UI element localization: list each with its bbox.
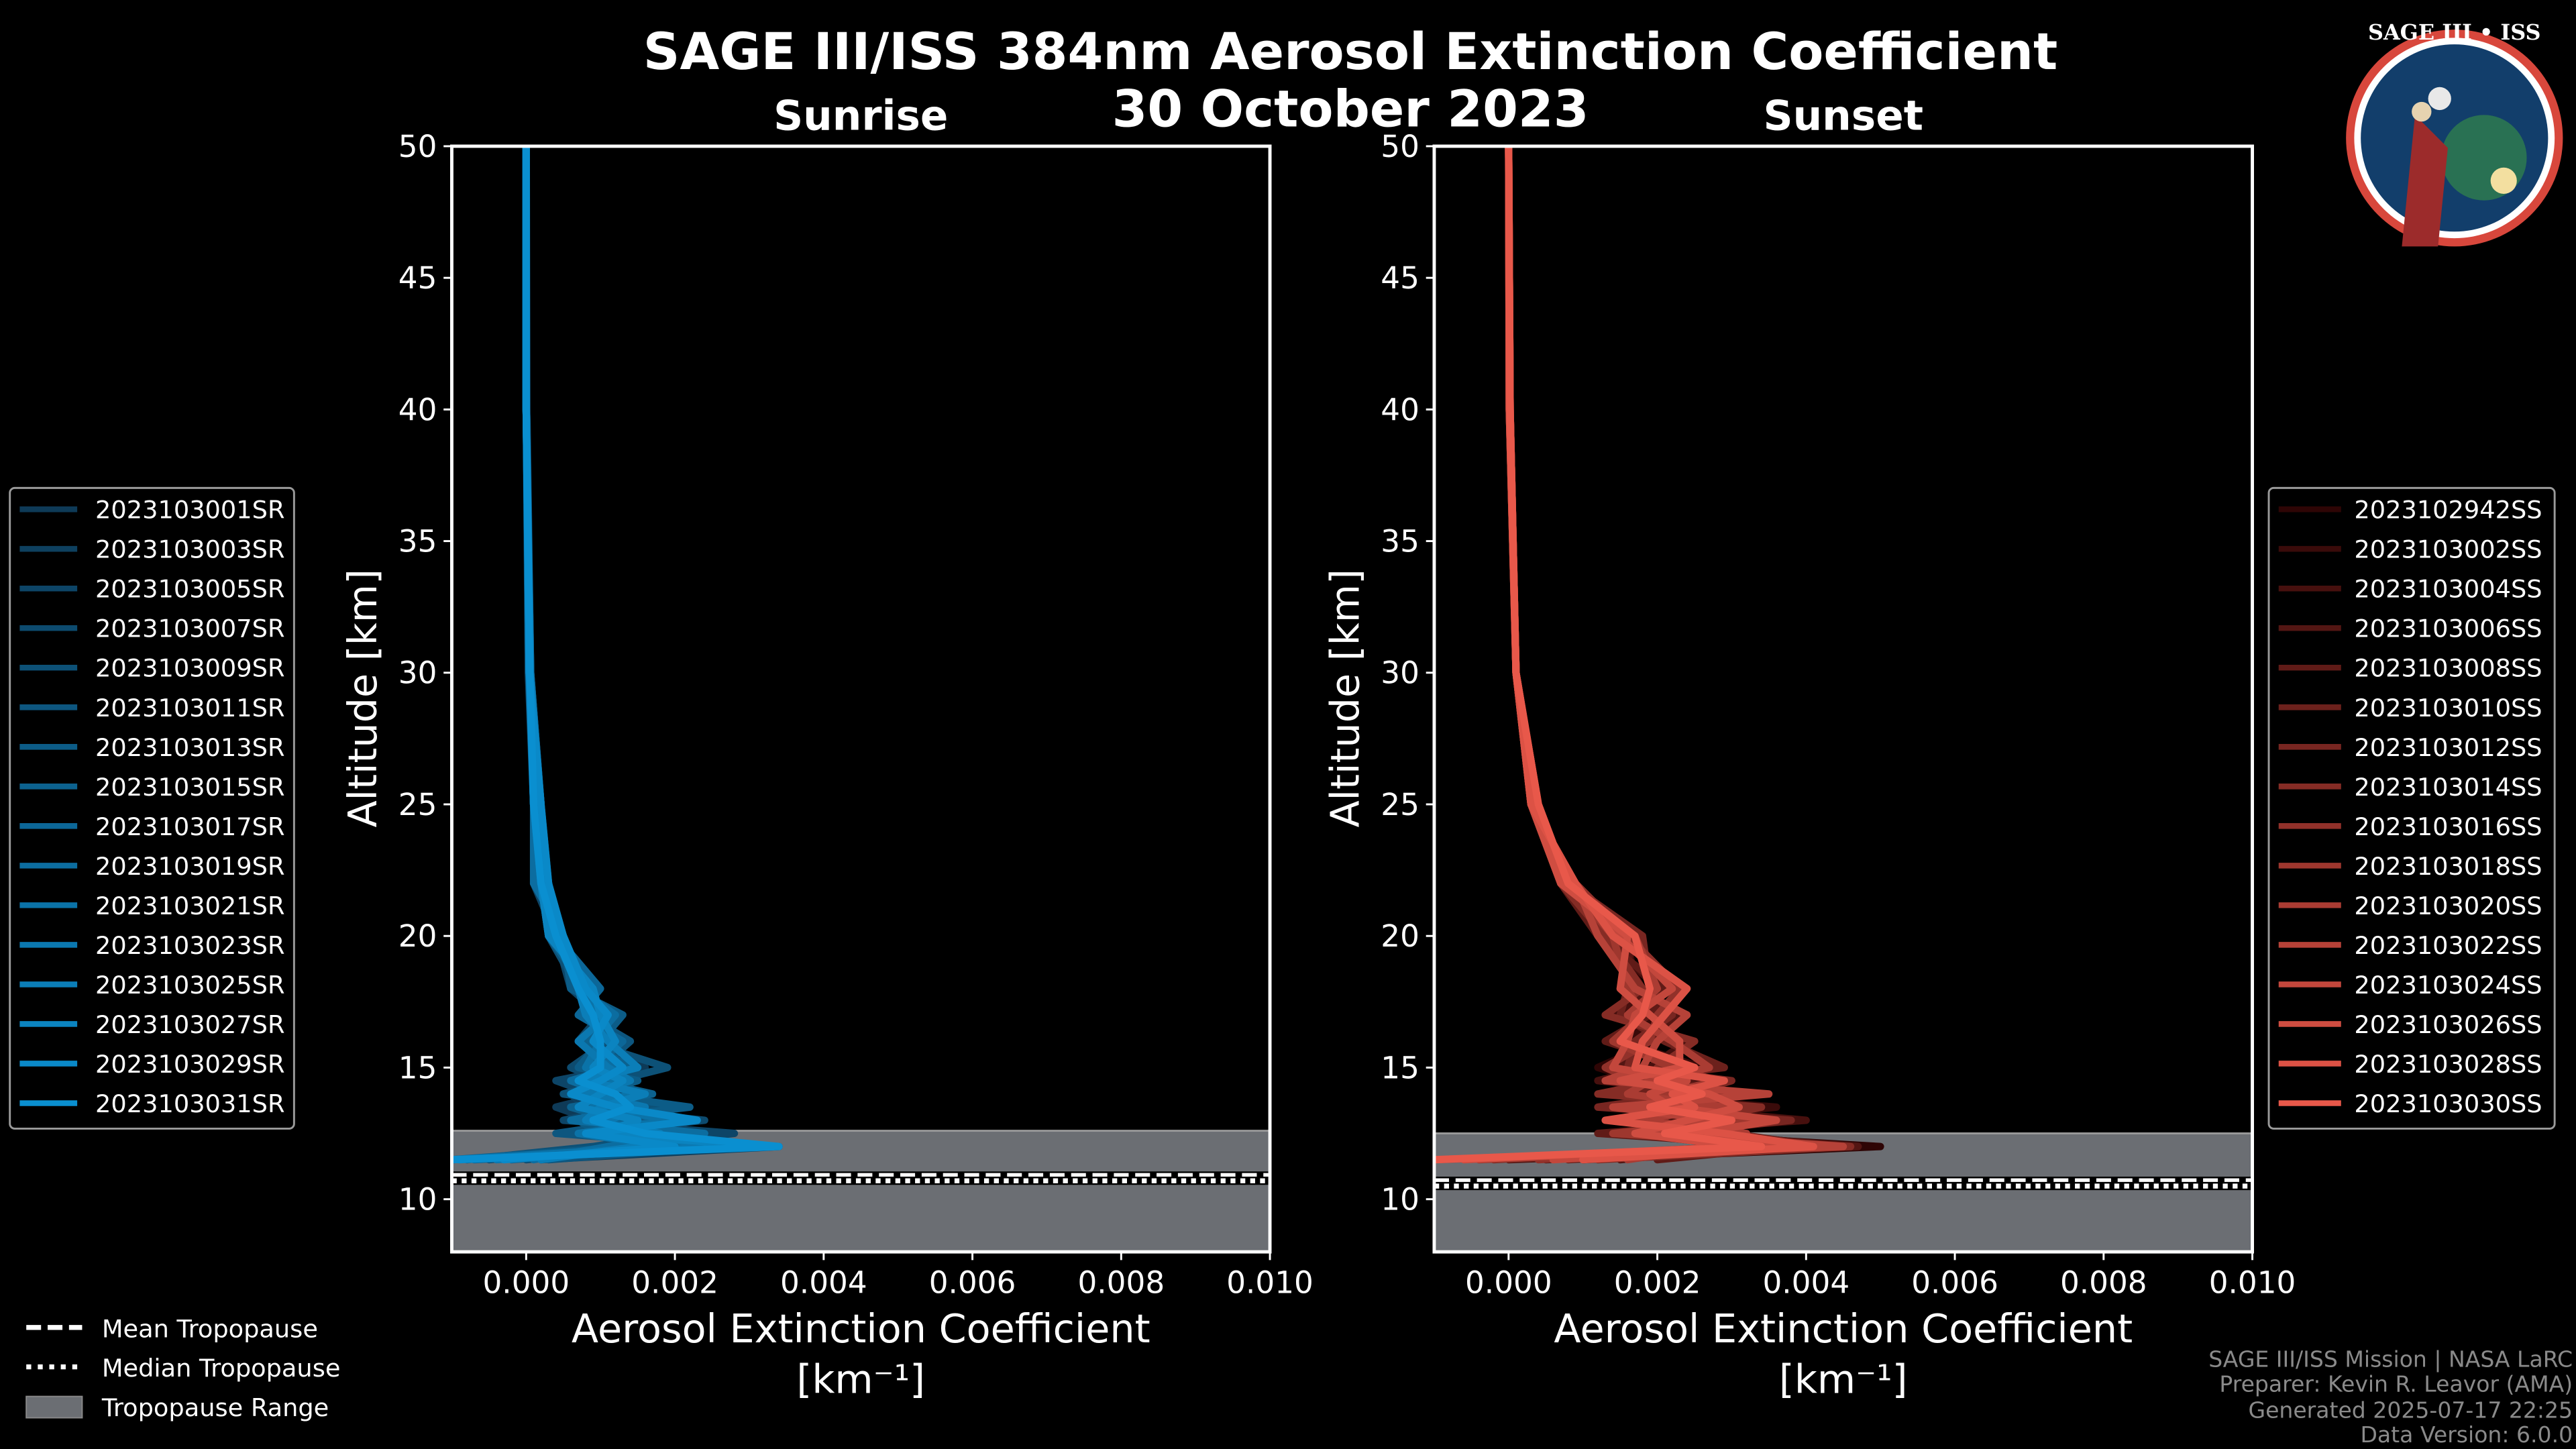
x-tick-label: 0.006 [1911,1265,1998,1300]
sage-iii-iss-logo: SAGE III • ISS [2346,19,2563,247]
y-tick-label: 40 [1381,392,1419,427]
median-tropopause-label: Median Tropopause [102,1354,341,1383]
legend-label: 2023103013SR [95,733,284,762]
tropopause-range-label: Tropopause Range [101,1393,329,1422]
legend-label: 2023103009SR [95,654,284,683]
legend-label: 2023103016SS [2354,812,2542,841]
legend-label: 2023103020SS [2354,892,2542,920]
sunrise-title: Sunrise [773,92,948,140]
x-tick-label: 0.004 [780,1265,867,1300]
legend-label: 2023103025SR [95,971,284,1000]
sunrise-axes: 10 15 20 25 30 35 40 45 50 0.000 0.002 0.004 0.006 0.… [398,129,1313,1300]
legend-label: 2023103022SS [2354,931,2542,960]
x-tick-label: 0.000 [482,1265,570,1300]
credit-version: Data Version: 6.0.0 [2360,1421,2573,1448]
x-tick-label: 0.010 [2209,1265,2296,1300]
sunrise-frame [450,144,1272,1254]
credit-generated: Generated 2025-07-17 22:25 [2248,1397,2573,1423]
sunrise-xlabel: Aerosol Extinction Coefficient [572,1305,1150,1352]
sunset-axes: 10 15 20 25 30 35 40 45 50 0.000 0.002 0.004 0.006 0.… [1381,129,2296,1300]
credit-mission: SAGE III/ISS Mission | NASA LaRC [2208,1346,2573,1373]
legend-label: 2023103001SR [95,496,284,525]
legend-label: 2023103006SS [2354,614,2542,643]
sunrise-profile-2023103029SR [500,146,701,1164]
y-tick-label: 15 [1381,1050,1419,1085]
legend-label: 2023103011SR [95,694,284,722]
y-tick-label: 30 [398,655,437,691]
x-tick-label: 0.006 [929,1265,1016,1300]
x-tick-label: 0.000 [1465,1265,1552,1300]
y-tick-label: 30 [1381,655,1419,691]
legend-label: 2023103029SR [95,1050,284,1079]
legend-label: 2023103019SR [95,852,284,881]
legend-label: 2023103021SR [95,892,284,920]
y-tick-label: 40 [398,392,437,427]
y-tick-label: 10 [1381,1182,1419,1218]
sunset-ylabel: Altitude [km] [1322,569,1368,827]
y-tick-label: 25 [1381,787,1419,822]
y-tick-label: 10 [398,1182,437,1218]
sunset-plot-area [1434,146,2253,1252]
y-tick-label: 15 [398,1050,437,1085]
y-tick-label: 35 [398,524,437,559]
y-tick-label: 20 [398,918,437,954]
sunset-profile-2023103030SS [1434,146,1766,1164]
legend-label: 2023103003SR [95,535,284,564]
logo-text: SAGE III • ISS [2368,19,2541,45]
legend-label: 2023103031SR [95,1089,284,1118]
y-tick-label: 35 [1381,524,1419,559]
legend-label: 2023103017SR [95,812,284,841]
x-tick-label: 0.004 [1762,1265,1849,1300]
y-tick-label: 20 [1381,918,1419,954]
sunset-xunit: [km⁻¹] [1779,1356,1908,1403]
legend-label: 2023103014SS [2354,773,2542,802]
figure-date: 30 October 2023 [1112,80,1589,139]
legend-label: 2023103028SS [2354,1050,2542,1079]
tropopause-legend: Mean Tropopause Median Tropopause Tropop… [25,1314,341,1422]
legend-label: 2023103012SS [2354,733,2542,762]
sunrise-profile-2023103031SR [451,146,783,1164]
y-tick-label: 45 [398,260,437,296]
x-tick-label: 0.002 [631,1265,718,1300]
legend-label: 2023103030SS [2354,1089,2542,1118]
credits: SAGE III/ISS Mission | NASA LaRC Prepare… [2208,1346,2573,1448]
legend-label: 2023103024SS [2354,971,2542,1000]
sunset-title: Sunset [1764,92,1923,140]
sunrise-ylabel: Altitude [km] [339,569,386,827]
legend-label: 2023103008SS [2354,654,2542,683]
x-tick-label: 0.010 [1226,1265,1313,1300]
sunset-legend: 2023102942SS 2023103002SS 2023103004SS 2023… [2267,486,2556,1130]
legend-label: 2023103010SS [2354,694,2542,722]
sunrise-xunit: [km⁻¹] [796,1356,925,1403]
legend-label: 2023103005SR [95,575,284,604]
x-tick-label: 0.002 [1614,1265,1701,1300]
credit-preparer: Preparer: Kevin R. Leavor (AMA) [2219,1371,2573,1397]
y-tick-label: 45 [1381,260,1419,296]
figure-title: SAGE III/ISS 384nm Aerosol Extinction Co… [643,22,2058,81]
legend-label: 2023103007SR [95,614,284,643]
legend-label: 2023103023SR [95,931,284,960]
legend-label: 2023102942SS [2354,496,2542,525]
mean-tropopause-label: Mean Tropopause [102,1314,318,1343]
sunrise-legend: 2023103001SR 2023103003SR 2023103005SR 2023… [9,486,295,1130]
y-tick-label: 50 [1381,129,1419,164]
legend-label: 2023103026SS [2354,1010,2542,1039]
sunset-frame [1432,144,2254,1254]
x-tick-label: 0.008 [1077,1265,1165,1300]
legend-label: 2023103004SS [2354,575,2542,604]
legend-label: 2023103015SR [95,773,284,802]
legend-label: 2023103002SS [2354,535,2542,564]
sunset-xlabel: Aerosol Extinction Coefficient [1554,1305,2133,1352]
legend-label: 2023103027SR [95,1010,284,1039]
y-tick-label: 50 [398,129,437,164]
legend-label: 2023103018SS [2354,852,2542,881]
tropopause-range-swatch [25,1395,83,1419]
x-tick-label: 0.008 [2060,1265,2147,1300]
sunset-profile-2023103028SS [1505,146,1817,1164]
sunrise-plot-area [451,146,1271,1252]
y-tick-label: 25 [398,787,437,822]
